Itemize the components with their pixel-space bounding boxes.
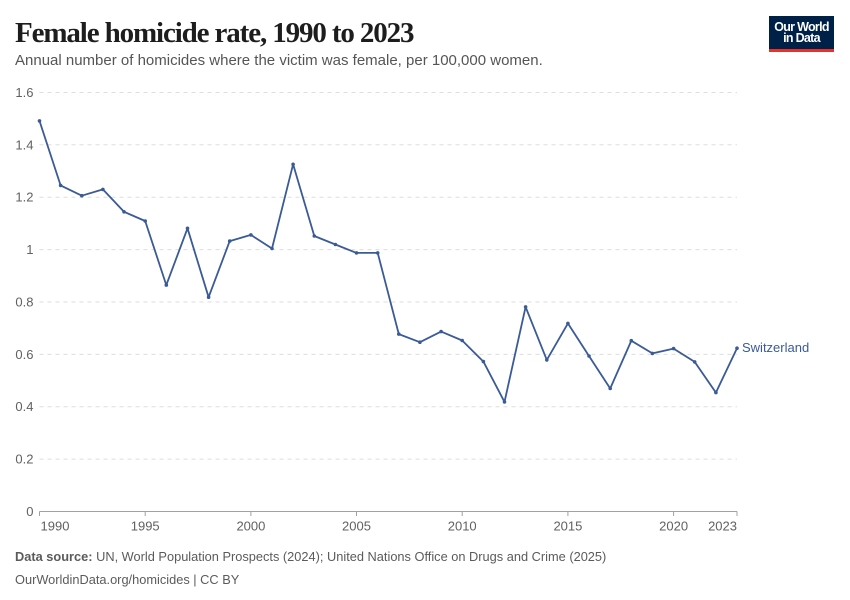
svg-text:2023: 2023 bbox=[708, 519, 737, 534]
svg-text:0.2: 0.2 bbox=[15, 452, 33, 467]
svg-text:2005: 2005 bbox=[342, 519, 371, 534]
svg-text:0.6: 0.6 bbox=[15, 347, 33, 362]
svg-text:Switzerland: Switzerland bbox=[742, 340, 809, 355]
svg-text:0.4: 0.4 bbox=[15, 399, 33, 414]
svg-text:2015: 2015 bbox=[553, 519, 582, 534]
svg-text:1.4: 1.4 bbox=[15, 137, 33, 152]
svg-text:1995: 1995 bbox=[131, 519, 160, 534]
svg-text:1.6: 1.6 bbox=[15, 85, 33, 100]
svg-text:1.2: 1.2 bbox=[15, 190, 33, 205]
svg-text:0.8: 0.8 bbox=[15, 295, 33, 310]
svg-text:2020: 2020 bbox=[659, 519, 688, 534]
svg-text:1990: 1990 bbox=[41, 519, 70, 534]
svg-text:2000: 2000 bbox=[236, 519, 265, 534]
svg-text:1: 1 bbox=[26, 242, 33, 257]
svg-text:0: 0 bbox=[26, 504, 33, 519]
svg-text:2010: 2010 bbox=[448, 519, 477, 534]
